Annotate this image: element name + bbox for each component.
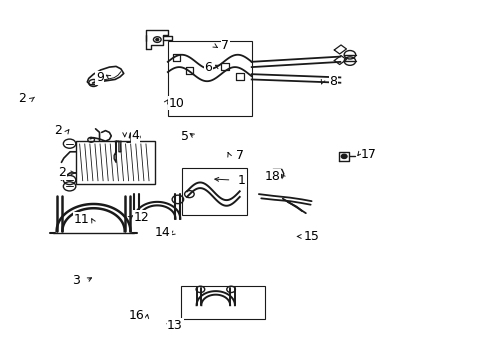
Bar xyxy=(182,168,246,215)
Text: 14: 14 xyxy=(155,226,171,239)
Text: 6: 6 xyxy=(204,60,212,73)
Text: 10: 10 xyxy=(168,96,184,109)
Circle shape xyxy=(275,172,280,175)
Text: 11: 11 xyxy=(74,213,89,226)
Bar xyxy=(167,41,251,117)
Text: 9: 9 xyxy=(96,71,103,84)
Text: 1: 1 xyxy=(238,174,245,186)
Text: 7: 7 xyxy=(235,149,243,162)
Text: 4: 4 xyxy=(131,129,139,143)
Text: 17: 17 xyxy=(361,148,376,161)
Text: 15: 15 xyxy=(303,230,319,243)
Bar xyxy=(181,286,264,319)
Text: 3: 3 xyxy=(72,274,80,287)
Bar xyxy=(76,141,155,184)
Text: 12: 12 xyxy=(133,211,149,224)
Circle shape xyxy=(156,39,159,41)
Text: 2: 2 xyxy=(59,166,66,179)
Text: 13: 13 xyxy=(167,319,183,332)
Text: 2: 2 xyxy=(18,93,25,105)
Text: 18: 18 xyxy=(264,170,280,183)
Text: 2: 2 xyxy=(54,124,61,137)
Text: 7: 7 xyxy=(221,40,229,53)
Circle shape xyxy=(341,154,346,158)
Text: 8: 8 xyxy=(328,75,336,88)
Text: 5: 5 xyxy=(180,130,188,143)
Text: 16: 16 xyxy=(128,309,144,322)
